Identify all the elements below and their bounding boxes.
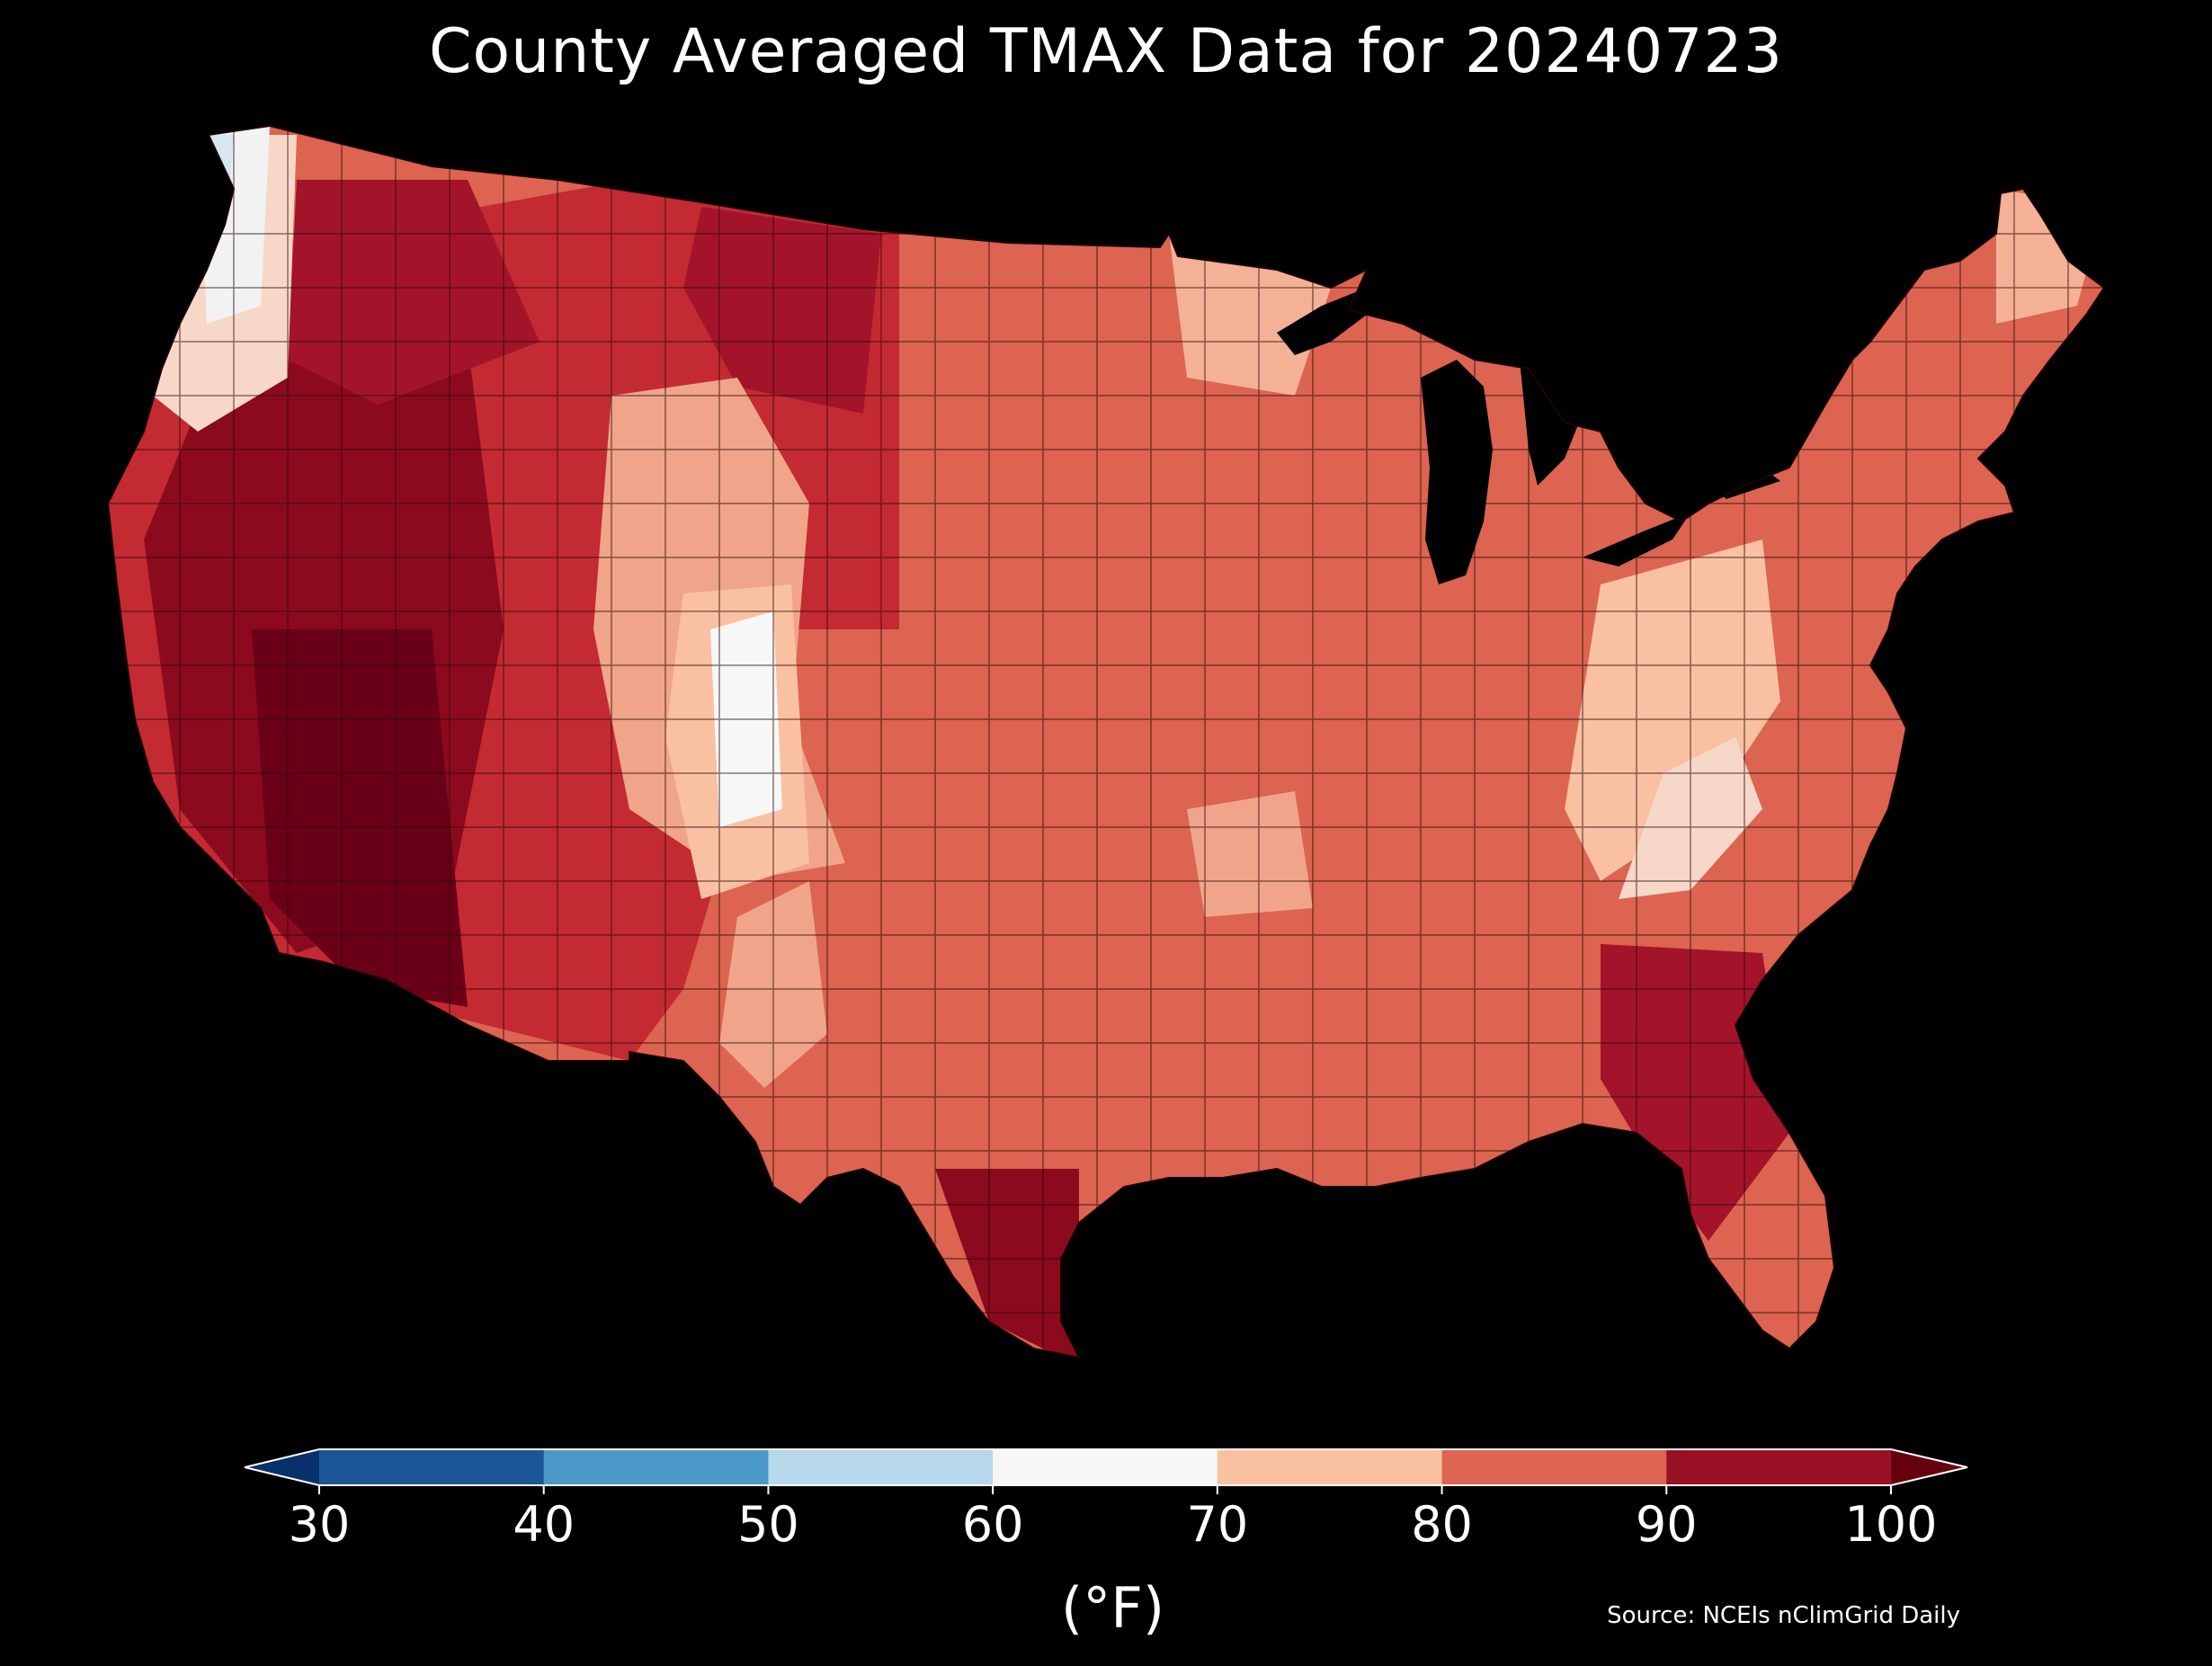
lake-erie <box>1583 512 1690 566</box>
colorbar-bin <box>1441 1449 1667 1485</box>
colorbar-tick-label: 100 <box>1844 1496 1937 1553</box>
colorbar-tick-label: 40 <box>513 1496 575 1553</box>
colorbar-under-arrow <box>245 1449 319 1485</box>
lake-superior <box>1277 283 1385 355</box>
colorbar-bin <box>1217 1449 1443 1485</box>
map-title: County Averaged TMAX Data for 20240723 <box>429 16 1783 87</box>
lake-michigan <box>1421 360 1493 584</box>
colorbar-tick-label: 30 <box>289 1496 351 1553</box>
colorbar-over-arrow <box>1891 1449 1967 1485</box>
colorbar-bin <box>768 1449 994 1485</box>
colorbar-bin <box>1666 1449 1892 1485</box>
lake-huron <box>1520 360 1583 486</box>
colorbar-tick-label: 90 <box>1636 1496 1698 1553</box>
colorbar-tick-label: 60 <box>962 1496 1024 1553</box>
lake-ontario <box>1708 468 1780 499</box>
colorbar-tick-label: 50 <box>737 1496 799 1553</box>
great-lakes <box>1277 283 1780 584</box>
colorbar-unit-label: (°F) <box>1061 1575 1165 1641</box>
colorbar-bin <box>543 1449 769 1485</box>
colorbar-bin <box>993 1449 1218 1485</box>
colorbar-tick-label: 70 <box>1186 1496 1248 1553</box>
source-credit: Source: NCEIs nClimGrid Daily <box>1607 1602 1960 1629</box>
county-map <box>107 125 2105 1359</box>
colorbar-bin <box>319 1449 545 1485</box>
colorbar-tick-label: 80 <box>1411 1496 1473 1553</box>
